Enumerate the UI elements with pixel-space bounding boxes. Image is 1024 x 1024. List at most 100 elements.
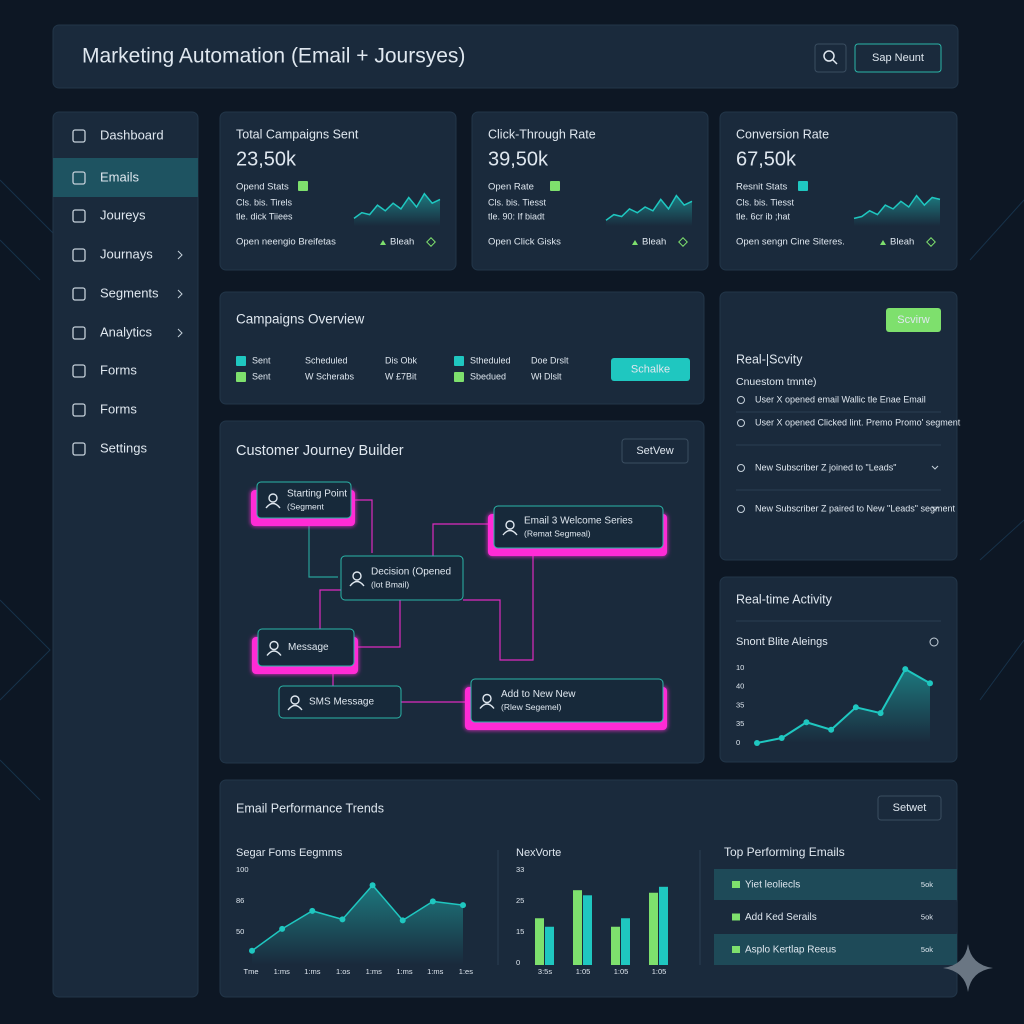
feed-icon xyxy=(737,419,745,427)
kpi-trend: Bleah xyxy=(390,237,414,248)
connector xyxy=(308,518,338,578)
expand-icon xyxy=(426,237,436,247)
x-label: 1:05 xyxy=(576,967,591,976)
feed-item: New Subscriber Z joined to "Leads" xyxy=(755,462,896,472)
node-icon xyxy=(268,493,278,503)
node-label: SMS Message xyxy=(309,697,374,708)
y-label: 0 xyxy=(736,738,740,747)
search-button[interactable] xyxy=(814,43,847,73)
x-label: 1:ms xyxy=(427,967,444,976)
journey-node[interactable] xyxy=(278,685,402,719)
panel-title: Campaigns Overview xyxy=(236,312,365,327)
email-value: 5ok xyxy=(921,880,933,889)
checkbox xyxy=(236,356,246,366)
nav-item[interactable]: Forms xyxy=(100,401,137,416)
nav-icon xyxy=(72,287,86,301)
x-label: 1:ms xyxy=(396,967,413,976)
email-row[interactable] xyxy=(714,901,957,933)
point xyxy=(460,902,466,909)
point xyxy=(279,925,286,932)
email-icon xyxy=(732,913,740,921)
nav-item[interactable]: Settings xyxy=(100,440,147,455)
x-label: 1:ms xyxy=(304,967,321,976)
checkbox xyxy=(454,356,464,366)
journey-node[interactable] xyxy=(340,555,464,601)
nav-icon xyxy=(72,171,86,185)
kpi-title: Click-Through Rate xyxy=(488,127,596,141)
y-label: 100 xyxy=(236,865,249,874)
chevron xyxy=(177,289,183,299)
kpi-line: Cls. bis. Tirels xyxy=(236,197,293,207)
nav-item[interactable]: Emails xyxy=(100,169,140,184)
search-icon xyxy=(832,59,838,65)
kpi-line: tle. 90: If biadt xyxy=(488,211,545,221)
nav-icon xyxy=(72,442,86,456)
node-icon xyxy=(290,695,300,705)
nav-item[interactable]: Forms xyxy=(100,362,137,377)
bar xyxy=(583,895,592,965)
campaigns-panel xyxy=(219,291,705,405)
nav-icon xyxy=(72,364,86,378)
journey-node[interactable] xyxy=(470,678,664,723)
button[interactable] xyxy=(877,795,942,821)
area xyxy=(252,885,463,965)
journey-node[interactable] xyxy=(493,505,664,549)
kpi-value: 67,50k xyxy=(736,148,797,170)
feed-icon xyxy=(737,464,745,472)
nav-item[interactable]: Analytics xyxy=(100,324,153,339)
expand-icon xyxy=(678,237,688,247)
header xyxy=(52,24,959,89)
line xyxy=(756,667,931,744)
x-label: 1:ms xyxy=(366,967,383,976)
journey-node[interactable] xyxy=(256,481,352,519)
kpi-value: 23,50k xyxy=(236,148,297,170)
nav-item[interactable]: Joureys xyxy=(100,207,146,222)
info-icon xyxy=(929,637,939,647)
bar xyxy=(573,890,582,965)
email-name: Asplo Kertlap Reeus xyxy=(745,945,836,956)
node-icon xyxy=(266,650,282,656)
bar xyxy=(611,926,620,965)
nav-item[interactable]: Dashboard xyxy=(100,127,164,142)
point xyxy=(369,882,376,889)
area xyxy=(354,193,440,226)
button-label: Setwet xyxy=(893,802,927,814)
connector xyxy=(432,523,490,556)
point xyxy=(852,704,859,711)
bar xyxy=(649,892,658,965)
bar xyxy=(621,918,630,965)
journey-node[interactable] xyxy=(257,628,355,667)
email-value: 5ok xyxy=(921,912,933,921)
email-row[interactable] xyxy=(714,934,957,965)
status-icon xyxy=(298,181,308,191)
nav-item[interactable]: Segments xyxy=(100,285,159,300)
button[interactable] xyxy=(621,438,689,464)
email-row[interactable] xyxy=(714,869,957,900)
feed-item: User X opened email Wallic tle Enae Emai… xyxy=(755,394,926,404)
kpi-line: tle. dick Tiiees xyxy=(236,211,293,221)
line xyxy=(353,192,441,220)
button[interactable] xyxy=(886,308,941,332)
checkbox xyxy=(454,372,464,382)
x-label: 3:5s xyxy=(538,967,552,976)
chevron xyxy=(931,506,939,511)
y-label: 35 xyxy=(736,719,744,728)
point xyxy=(429,898,436,905)
x-label: 1:05 xyxy=(652,967,667,976)
y-label: 40 xyxy=(736,682,744,691)
nav-item[interactable]: Journays xyxy=(100,246,153,261)
button[interactable] xyxy=(611,358,690,381)
area xyxy=(757,669,930,743)
y-label: 50 xyxy=(236,927,244,936)
point xyxy=(249,947,255,954)
campaign-cell: Doe Drslt xyxy=(531,355,569,365)
node-icon xyxy=(269,640,279,651)
chart-title: Segar Foms Eegmms xyxy=(236,847,343,859)
button[interactable] xyxy=(854,43,942,73)
kpi-status: Open Rate xyxy=(488,182,534,193)
email-icon xyxy=(732,946,740,953)
chevron xyxy=(177,328,183,338)
chart-title: NexVorte xyxy=(516,847,561,859)
